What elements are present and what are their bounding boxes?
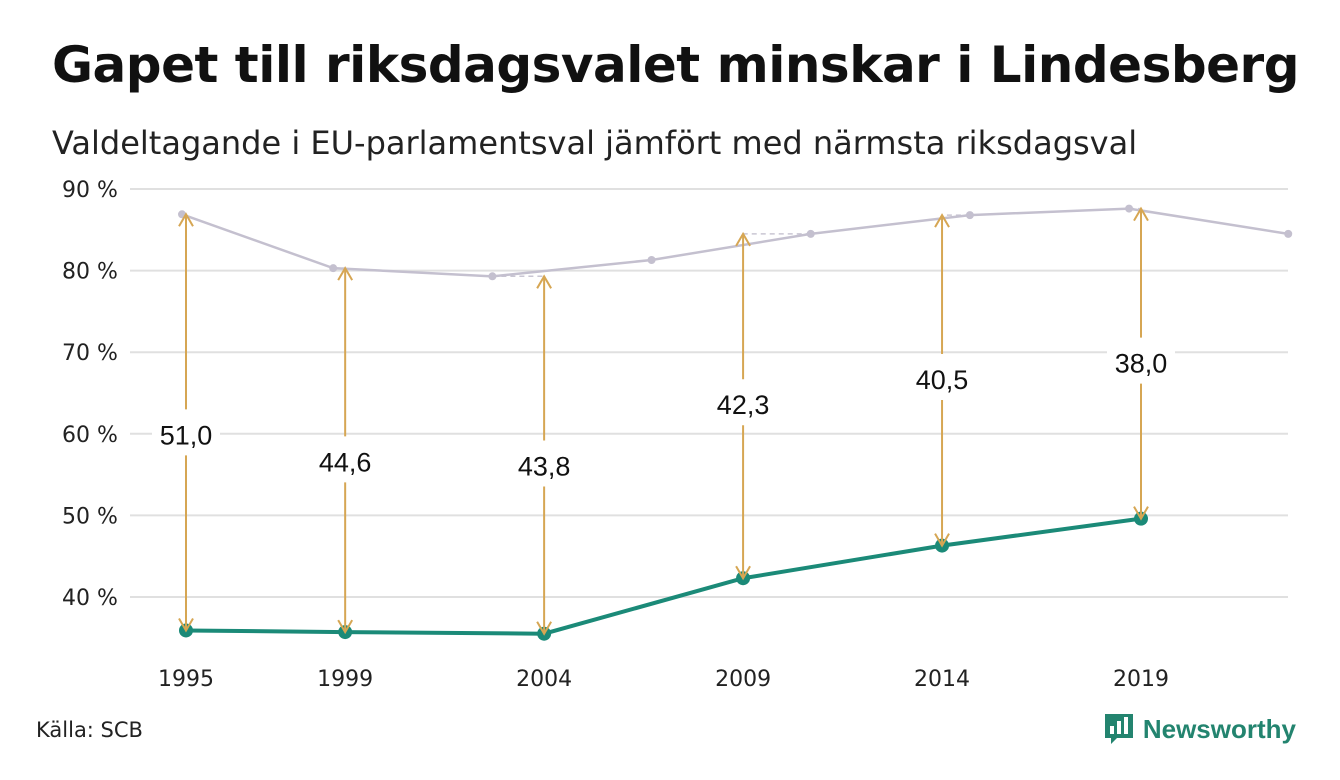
riksdag-point [488,272,497,281]
x-tick-label: 1999 [317,667,373,692]
gap-arrow: 42,3 [709,231,778,581]
arrow-head-down [337,619,354,635]
arrow-head-up [735,231,751,247]
gap-arrow: 44,6 [311,266,380,635]
x-tick-label: 2019 [1113,667,1169,692]
gap-label-bg [908,355,977,396]
arrow-head-up [536,274,552,289]
x-tick-label: 2009 [715,667,771,692]
gap-label-bg [311,438,380,479]
riksdag-point [1284,229,1293,238]
gap-arrow: 43,8 [510,274,579,636]
riksdag-line [181,207,1289,278]
arrow-head-up [934,213,950,228]
gap-arrow: 38,0 [1107,206,1175,521]
arrow-head-up [337,266,354,281]
y-tick-label: 70 % [62,341,118,366]
gap-label-bg [152,411,220,452]
gap-label-bg [510,442,579,483]
gap-arrow: 51,0 [152,212,220,633]
source-note: Källa: SCB [36,718,143,742]
riksdag-point [647,255,656,264]
eu-line [185,516,1142,636]
y-tick-label: 60 % [62,423,118,448]
y-tick-label: 50 % [62,504,118,529]
gap-label: 42,3 [717,390,770,420]
arrow-head-down [536,621,552,636]
x-tick-label: 2014 [914,667,970,692]
gap-label-bg [1107,339,1175,380]
riksdag-point [1125,204,1134,213]
x-tick-label: 1995 [158,667,214,692]
arrow-head-down [735,565,751,581]
gap-label: 38,0 [1115,349,1168,379]
newsworthy-logo-icon [1104,714,1133,744]
arrow-head-down [934,533,950,548]
gap-label: 51,0 [160,420,213,450]
x-tick-label: 2004 [516,667,572,692]
gap-label: 40,5 [916,365,969,395]
brand-name: Newsworthy [1142,713,1296,744]
chart-subtitle: Valdeltagande i EU-parlamentsval jämfört… [52,124,1138,162]
gap-label: 44,6 [319,447,372,477]
arrow-head-down [178,617,194,633]
gap-label-bg [709,381,778,422]
y-tick-label: 80 % [62,260,118,285]
riksdag-point [329,264,338,273]
y-tick-label: 90 % [62,178,118,203]
arrow-head-down [1133,506,1149,521]
y-tick-label: 40 % [62,586,118,611]
arrow-head-up [1133,206,1149,222]
riksdag-point [806,229,815,238]
brand-logo: Newsworthy [1103,712,1296,746]
riksdag-point [965,211,974,220]
arrow-head-up [178,212,194,227]
chart-title: Gapet till riksdagsvalet minskar i Linde… [52,36,1300,94]
gap-label: 43,8 [518,451,571,481]
gap-arrow: 40,5 [908,213,977,548]
